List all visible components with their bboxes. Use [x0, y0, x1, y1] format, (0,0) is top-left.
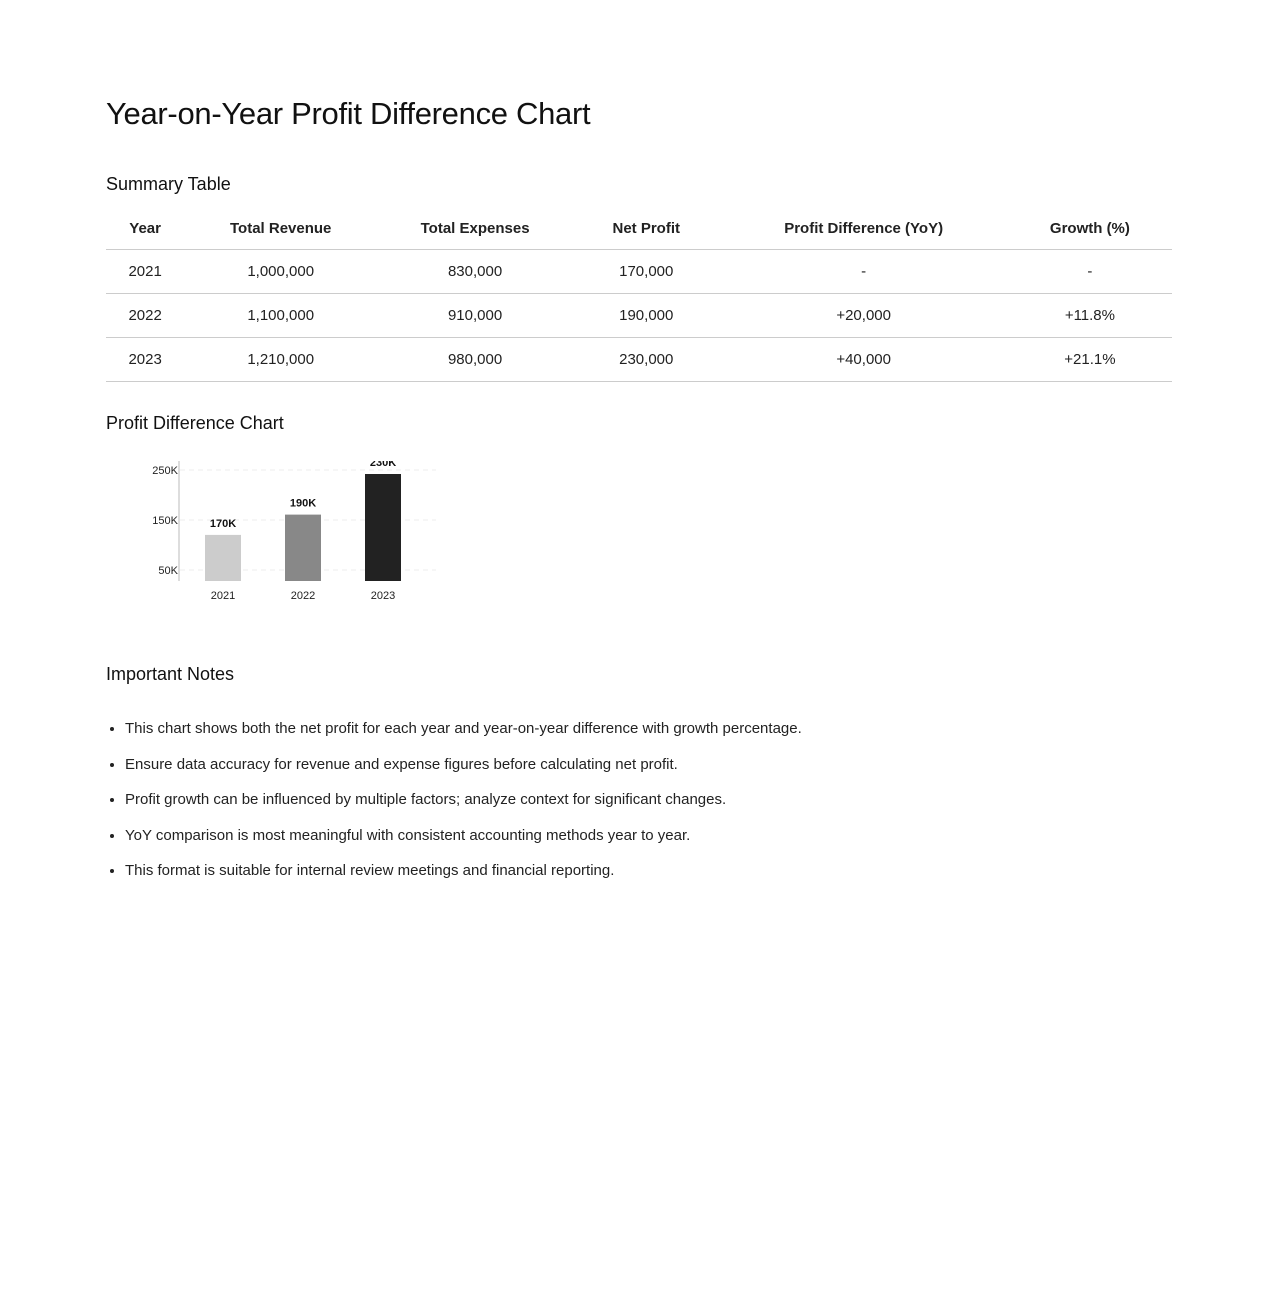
- table-cell: 830,000: [377, 249, 574, 294]
- note-item: Ensure data accuracy for revenue and exp…: [125, 754, 802, 790]
- table-cell: -: [1007, 249, 1172, 294]
- x-tick-label: 2022: [291, 590, 315, 602]
- table-cell: 2022: [106, 293, 185, 338]
- table-cell: 980,000: [377, 337, 574, 382]
- bar-2023: [365, 474, 401, 581]
- column-header: Year: [106, 208, 185, 250]
- table-row: 2022 1,100,000 910,000 190,000 +20,000 +11.8%: [106, 293, 1172, 338]
- x-tick-label: 2021: [211, 590, 235, 602]
- column-header: Total Revenue: [184, 208, 378, 250]
- x-tick-label: 2023: [371, 590, 395, 602]
- profit-bar-chart: 250K 150K 50K 170K 2021 190K 2022 230K 2023: [152, 461, 436, 602]
- table-cell: 2021: [106, 249, 185, 294]
- table-cell: +11.8%: [1007, 293, 1172, 338]
- table-cell: 910,000: [377, 293, 574, 338]
- note-item: This format is suitable for internal rev…: [125, 860, 802, 896]
- table-row: 2023 1,210,000 980,000 230,000 +40,000 +21.1%: [106, 337, 1172, 382]
- table-cell: 2023: [106, 337, 185, 382]
- table-cell: +20,000: [719, 293, 1008, 338]
- table-header-row: Year Total Revenue Total Expenses Net Profi…: [106, 208, 1172, 250]
- note-item: Profit growth can be influenced by multi…: [125, 789, 802, 825]
- summary-heading: Summary Table: [106, 174, 231, 194]
- column-header: Profit Difference (YoY): [719, 208, 1008, 250]
- note-item: This chart shows both the net profit for…: [125, 718, 802, 754]
- table-cell: 230,000: [573, 337, 720, 382]
- summary-table: Year Total Revenue Total Expenses Net Profi…: [106, 208, 1172, 382]
- y-tick-label: 50K: [158, 565, 178, 577]
- y-tick-label: 250K: [152, 465, 178, 477]
- table-cell: -: [719, 249, 1008, 294]
- note-item: YoY comparison is most meaningful with c…: [125, 825, 802, 861]
- data-label: 190K: [290, 498, 316, 510]
- y-tick-label: 150K: [152, 515, 178, 527]
- notes-list: This chart shows both the net profit for…: [106, 718, 802, 896]
- table-cell: +21.1%: [1007, 337, 1172, 382]
- data-label: 170K: [210, 518, 236, 530]
- page-title: Year-on-Year Profit Difference Chart: [106, 96, 591, 131]
- column-header: Net Profit: [573, 208, 720, 250]
- bar-2021: [205, 534, 241, 581]
- table-cell: 1,210,000: [184, 337, 378, 382]
- table-cell: 190,000: [573, 293, 720, 338]
- table-cell: 1,100,000: [184, 293, 378, 338]
- bar-2022: [285, 514, 321, 581]
- table-cell: +40,000: [719, 337, 1008, 382]
- column-header: Total Expenses: [377, 208, 574, 250]
- data-label: 230K: [370, 461, 396, 469]
- table-cell: 1,000,000: [184, 249, 378, 294]
- notes-heading: Important Notes: [106, 664, 235, 684]
- table-row: 2021 1,000,000 830,000 170,000- -: [106, 249, 1172, 294]
- chart-heading: Profit Difference Chart: [106, 413, 284, 433]
- table-cell: 170,000: [573, 249, 720, 294]
- column-header: Growth (%): [1007, 208, 1172, 250]
